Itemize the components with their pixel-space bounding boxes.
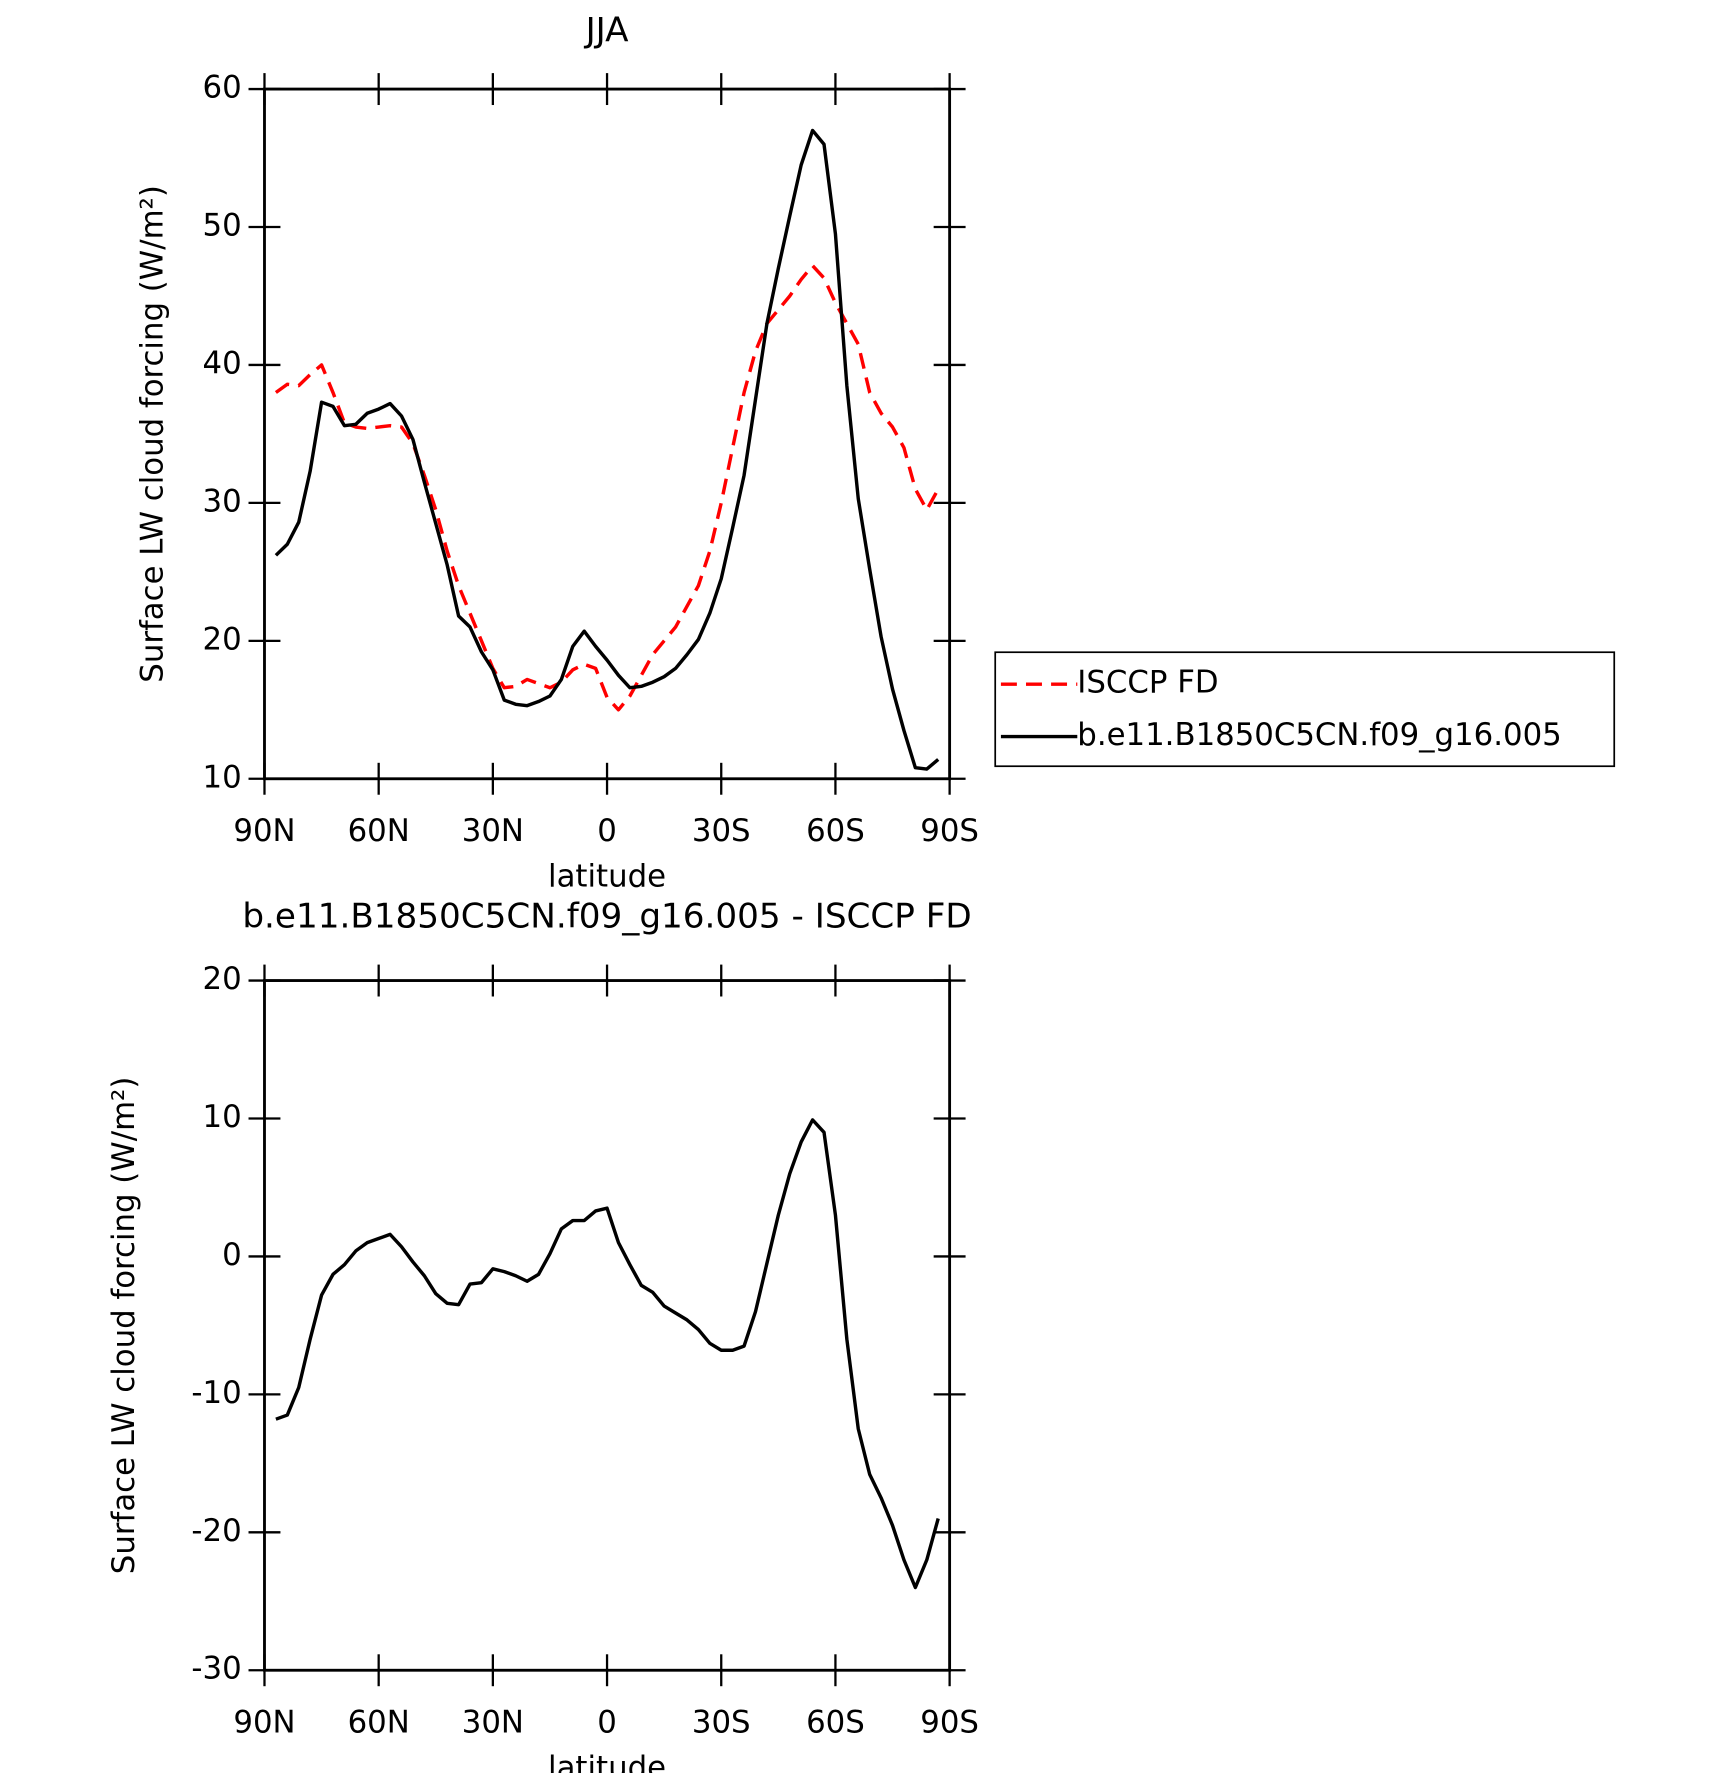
x-axis-label: latitude <box>548 1750 666 1773</box>
x-tick-label: 90N <box>233 1704 295 1740</box>
x-tick-label: 30S <box>692 1704 751 1740</box>
x-tick-label: 0 <box>597 1704 617 1740</box>
y-tick-label: -10 <box>191 1375 241 1411</box>
x-tick-label: 30N <box>462 813 524 849</box>
chart-title: JJA <box>584 11 630 51</box>
y-tick-label: 30 <box>203 483 242 519</box>
x-tick-label: 60S <box>806 813 865 849</box>
chart: b.e11.B1850C5CN.f09_g16.005 - ISCCP FD -3… <box>106 896 979 1773</box>
y-tick-label: 20 <box>203 961 242 997</box>
x-tick-label: 0 <box>597 813 617 849</box>
y-tick-label: -30 <box>191 1651 241 1687</box>
x-tick-label: 60N <box>348 813 410 849</box>
legend-box <box>994 651 1616 768</box>
y-tick-label: 20 <box>203 621 242 657</box>
y-tick-label: 50 <box>203 208 242 244</box>
x-tick-label: 30N <box>462 1704 524 1740</box>
y-tick-label: 10 <box>203 1099 242 1135</box>
data-line <box>274 128 940 771</box>
x-tick-label: 90N <box>233 813 295 849</box>
y-axis-label: Surface LW cloud forcing (W/m²) <box>134 185 170 683</box>
y-axis-label: Surface LW cloud forcing (W/m²) <box>106 1077 142 1575</box>
data-line <box>275 1118 940 1590</box>
x-tick-label: 90S <box>920 813 979 849</box>
chart: JJA 10 20 30 40 50 60 90N 60N 30N 0 30S 60S 90S latitu… <box>134 11 1616 894</box>
y-tick-label: -20 <box>191 1513 241 1549</box>
y-tick-label: 10 <box>203 759 242 795</box>
y-tick-label: 60 <box>203 70 242 106</box>
x-axis-label: latitude <box>548 858 666 894</box>
legend-label: ISCCP FD <box>1077 665 1218 701</box>
chart-title: b.e11.B1850C5CN.f09_g16.005 - ISCCP FD <box>242 896 971 936</box>
x-tick-label: 30S <box>692 813 751 849</box>
data-line <box>274 263 940 712</box>
x-tick-label: 60S <box>806 1704 865 1740</box>
x-tick-label: 60N <box>348 1704 410 1740</box>
legend-label: b.e11.B1850C5CN.f09_g16.005 <box>1077 717 1561 753</box>
plot-frame <box>263 87 952 781</box>
y-tick-label: 0 <box>222 1237 242 1273</box>
x-tick-label: 90S <box>920 1704 979 1740</box>
y-tick-label: 40 <box>203 345 242 381</box>
